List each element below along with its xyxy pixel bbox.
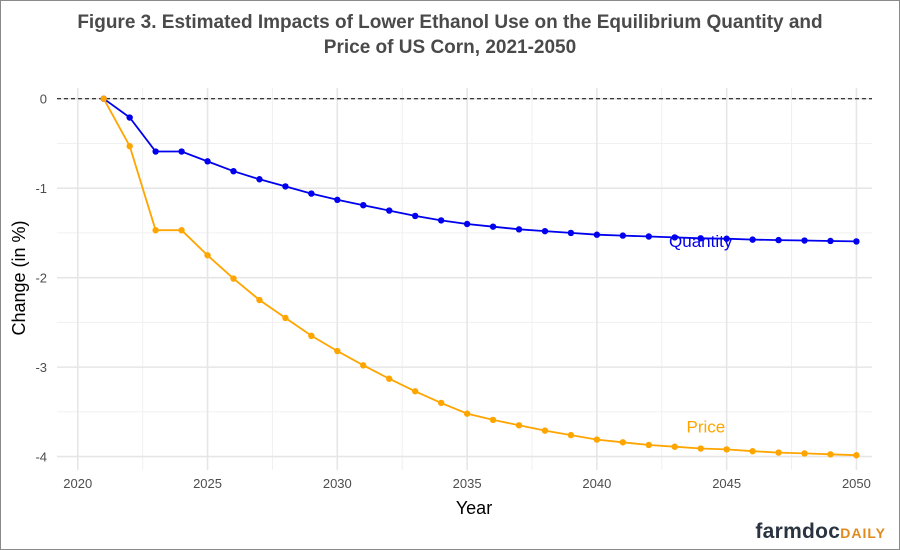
quantity-data-point (126, 114, 133, 121)
chart-title-line-2: Price of US Corn, 2021-2050 (323, 37, 577, 58)
price-data-point (801, 450, 808, 457)
quantity-data-point (204, 158, 211, 165)
x-tick-label: 2030 (323, 476, 352, 491)
price-data-point (775, 449, 782, 456)
price-data-point (697, 445, 704, 452)
price-data-point (334, 347, 341, 355)
axis-labels: 2020 2025 2030 2035 2040 2045 2050 0 -1 -2 -3 -4 (35, 92, 870, 491)
price-data-point (152, 227, 159, 234)
quantity-data-point (723, 235, 730, 242)
quantity-data-point (619, 232, 627, 239)
quantity-data-point (827, 237, 834, 245)
price-data-point (126, 142, 133, 150)
chart-title: Figure 3. Estimated Impacts of Lower Eth… (0, 10, 900, 60)
x-tick-label: 2020 (63, 476, 92, 491)
price-data-point (619, 439, 627, 446)
quantity-data-point (282, 183, 289, 190)
price-data-point (411, 388, 419, 395)
price-series-line (102, 98, 857, 457)
quantity-data-point (152, 148, 159, 155)
x-axis-label: Year (456, 498, 492, 518)
quantity-series-label: Quantity (669, 232, 733, 251)
quantity-data-point (541, 227, 549, 235)
price-data-point (853, 452, 860, 459)
price-data-point (489, 416, 497, 424)
price-data-point (204, 252, 211, 259)
x-tick-label: 2050 (842, 476, 871, 491)
y-tick-label: -2 (35, 271, 47, 286)
y-tick-label: -3 (35, 360, 47, 375)
quantity-data-point (775, 236, 782, 244)
price-data-point (827, 451, 834, 458)
quantity-data-point (593, 231, 601, 238)
farmdoc-daily-logo: farmdocDAILY (755, 520, 886, 544)
quantity-data-point (697, 235, 704, 242)
grid-lines (57, 88, 872, 470)
chart-title-line-1: Figure 3. Estimated Impacts of Lower Eth… (77, 12, 823, 33)
x-tick-label: 2025 (193, 476, 222, 491)
price-data-point (749, 448, 756, 455)
price-data-point (386, 375, 393, 382)
price-series-label: Price (687, 417, 726, 436)
quantity-data-point (671, 234, 678, 241)
quantity-data-point (334, 196, 341, 204)
y-tick-label: -4 (35, 450, 47, 465)
price-data-point (178, 227, 185, 234)
series-layer: Quantity Price (100, 95, 860, 459)
price-data-point (437, 399, 445, 407)
price-data-point (567, 431, 575, 439)
quantity-data-point (853, 238, 860, 245)
logo-text-farmdoc: farmdoc (755, 520, 841, 543)
price-data-point (230, 275, 237, 282)
logo-text-daily: DAILY (840, 525, 886, 541)
quantity-data-point (749, 236, 756, 243)
quantity-data-point (256, 176, 263, 183)
y-tick-label: 0 (40, 92, 47, 107)
x-tick-label: 2045 (712, 476, 741, 491)
quantity-data-point (411, 212, 419, 220)
quantity-data-point (230, 167, 237, 175)
price-data-point (360, 362, 367, 369)
price-data-point (463, 410, 471, 417)
quantity-data-point (801, 237, 808, 244)
price-data-point (515, 422, 523, 429)
y-tick-label: -1 (35, 181, 47, 196)
quantity-data-point (308, 190, 315, 197)
price-data-point (308, 332, 315, 340)
quantity-data-point (178, 148, 185, 155)
price-data-point (645, 441, 652, 449)
price-data-point (100, 95, 107, 102)
quantity-data-point (515, 226, 523, 233)
quantity-series-line (103, 97, 857, 243)
price-data-point (723, 446, 730, 453)
quantity-data-point (386, 207, 393, 214)
quantity-data-point (645, 233, 652, 240)
quantity-data-point (360, 201, 367, 209)
price-data-point (671, 443, 678, 450)
quantity-data-point (567, 229, 575, 237)
quantity-data-point (489, 223, 497, 230)
y-axis-label: Change (in %) (9, 220, 29, 335)
price-data-point (256, 296, 263, 304)
price-data-point (541, 427, 549, 434)
quantity-data-point (437, 217, 445, 224)
x-tick-label: 2035 (453, 476, 482, 491)
quantity-data-point (463, 220, 471, 228)
price-data-point (282, 314, 289, 322)
price-data-point (593, 436, 601, 443)
x-tick-label: 2040 (582, 476, 611, 491)
